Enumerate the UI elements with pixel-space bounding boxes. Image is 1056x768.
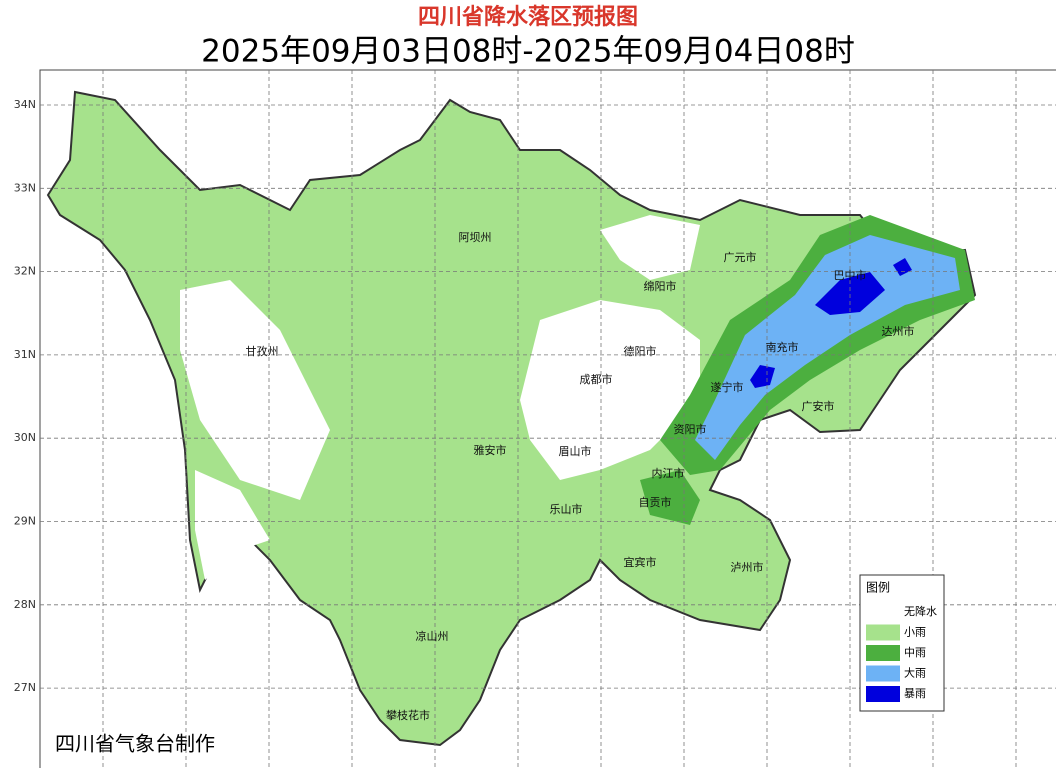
city-label: 资阳市: [674, 422, 707, 436]
legend-swatch: [866, 686, 900, 702]
city-label: 甘孜州: [246, 344, 279, 358]
city-label: 南充市: [766, 340, 799, 354]
latitude-label: 32N: [14, 265, 36, 278]
legend-swatch: [866, 645, 900, 661]
legend-swatch: [866, 604, 900, 620]
rainstorm-area: [750, 365, 775, 388]
city-label: 泸州市: [731, 560, 764, 574]
heavy-rain-area: [695, 235, 960, 460]
legend-title: 图例: [866, 581, 890, 595]
province-light-rain: [46, 90, 977, 747]
city-label: 眉山市: [559, 444, 592, 458]
map-frame: [39, 69, 1056, 768]
legend-label: 小雨: [904, 626, 926, 639]
city-label: 德阳市: [624, 344, 657, 358]
legend-label: 大雨: [904, 666, 926, 680]
city-label: 广元市: [724, 250, 757, 264]
city-label: 宜宾市: [624, 555, 657, 569]
city-label: 雅安市: [474, 443, 507, 457]
city-label: 阿坝州: [459, 230, 492, 244]
city-label: 巴中市: [834, 268, 867, 282]
city-label: 达州市: [882, 324, 915, 338]
legend-label: 暴雨: [904, 687, 926, 700]
moderate-rain-area: [640, 470, 700, 525]
city-label: 攀枝花市: [386, 708, 430, 722]
city-label: 遂宁市: [711, 380, 744, 394]
city-label: 成都市: [580, 372, 613, 386]
no-rain-area: [180, 280, 330, 500]
city-label: 绵阳市: [644, 279, 677, 293]
latitude-label: 27N: [14, 681, 36, 694]
latitude-label: 31N: [14, 348, 36, 361]
legend-label: 中雨: [904, 646, 926, 659]
city-label: 广安市: [802, 399, 835, 413]
city-label: 自贡市: [639, 495, 672, 509]
latitude-label: 33N: [14, 181, 36, 194]
latitude-label: 34N: [14, 98, 36, 111]
map-title: 四川省降水落区预报图: [418, 5, 638, 30]
legend-swatch: [866, 665, 900, 682]
legend-label: 无降水: [904, 604, 937, 618]
rainstorm-area: [815, 272, 885, 315]
no-rain-area: [195, 470, 270, 580]
legend-swatch: [866, 624, 900, 641]
latitude-label: 29N: [14, 515, 36, 528]
city-label: 内江市: [652, 466, 685, 480]
no-rain-area: [520, 300, 700, 480]
credit: 四川省气象台制作: [55, 732, 215, 756]
rain-areas: [46, 90, 977, 747]
latitude-label: 30N: [14, 431, 36, 444]
latitude-label: 28N: [14, 598, 36, 611]
no-rain-area: [600, 215, 700, 280]
map-subtitle: 2025年09月03日08时-2025年09月04日08时: [201, 34, 855, 70]
city-label: 凉山州: [416, 629, 449, 643]
city-label: 乐山市: [550, 502, 583, 516]
